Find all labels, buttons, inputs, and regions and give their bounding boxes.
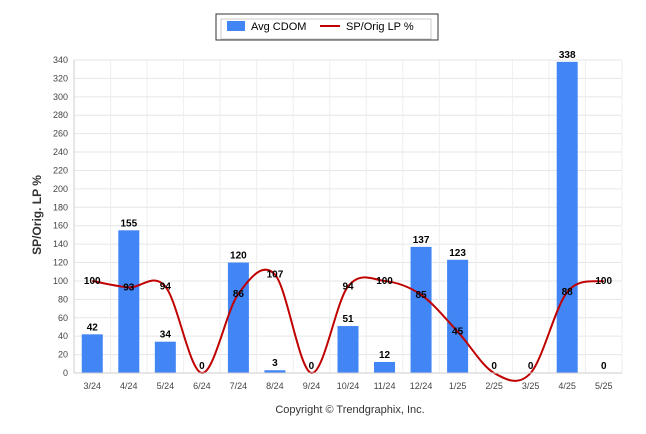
y-tick-label: 240 xyxy=(53,147,68,157)
bar-value-label: 0 xyxy=(491,361,497,372)
y-tick-label: 220 xyxy=(53,165,68,175)
bar xyxy=(118,230,140,373)
x-tick-label: 10/24 xyxy=(337,381,360,391)
line-path xyxy=(92,268,605,382)
bar xyxy=(81,334,103,373)
y-tick-label: 120 xyxy=(53,258,68,268)
legend: Avg CDOM SP/Orig LP % xyxy=(215,13,439,41)
bar xyxy=(264,370,286,373)
y-tick-label: 0 xyxy=(63,368,68,378)
x-tick-label: 3/25 xyxy=(522,381,540,391)
line-value-label: 94 xyxy=(342,281,354,292)
line-value-label: 85 xyxy=(416,290,428,301)
line-value-label: 88 xyxy=(562,287,574,298)
bar xyxy=(374,361,396,373)
legend-label-line: SP/Orig LP % xyxy=(346,21,414,33)
y-tick-label: 140 xyxy=(53,239,68,249)
legend-swatch-bar xyxy=(227,21,245,31)
line-value-label: 100 xyxy=(595,276,612,287)
grid xyxy=(73,59,623,374)
line-value-label: 107 xyxy=(267,269,284,280)
bar xyxy=(337,326,359,373)
y-tick-label: 320 xyxy=(53,73,68,83)
x-tick-label: 12/24 xyxy=(410,381,433,391)
x-tick-label: 5/24 xyxy=(157,381,175,391)
legend-label-bar: Avg CDOM xyxy=(251,21,306,33)
x-tick-label: 2/25 xyxy=(485,381,503,391)
y-tick-label: 40 xyxy=(58,331,68,341)
y-tick-label: 200 xyxy=(53,184,68,194)
y-tick-label: 260 xyxy=(53,129,68,139)
copyright: Copyright © Trendgraphix, Inc. xyxy=(275,404,424,416)
axes: 0204060801001201401601802002202402602803… xyxy=(53,55,622,391)
line-series xyxy=(92,268,605,382)
bars xyxy=(81,61,578,373)
bar-value-label: 34 xyxy=(160,330,172,341)
x-tick-label: 5/25 xyxy=(595,381,613,391)
data-labels: 42 155 34 0 120 3 0 51 12 137 123 0 0 338 0 100 93 94 86 10… xyxy=(84,50,613,372)
y-tick-label: 300 xyxy=(53,92,68,102)
y-tick-label: 100 xyxy=(53,276,68,286)
y-tick-label: 20 xyxy=(58,350,68,360)
bar-value-label: 3 xyxy=(272,358,278,369)
bar-value-label: 120 xyxy=(230,251,247,262)
x-tick-label: 7/24 xyxy=(230,381,248,391)
bar xyxy=(154,341,176,373)
bar-value-label: 123 xyxy=(449,248,466,259)
bar xyxy=(227,262,249,373)
line-value-label: 93 xyxy=(123,282,135,293)
x-tick-label: 8/24 xyxy=(266,381,284,391)
y-tick-label: 160 xyxy=(53,221,68,231)
y-tick-label: 340 xyxy=(53,55,68,65)
bar-value-label: 0 xyxy=(199,361,205,372)
line-value-label: 94 xyxy=(160,281,172,292)
y-tick-label: 280 xyxy=(53,110,68,120)
line-value-label: 45 xyxy=(452,327,464,338)
bar-value-label: 12 xyxy=(379,350,391,361)
bar-value-label: 155 xyxy=(120,218,137,229)
x-tick-label: 4/25 xyxy=(558,381,576,391)
line-value-label: 100 xyxy=(84,276,101,287)
y-tick-label: 60 xyxy=(58,313,68,323)
bar-value-label: 338 xyxy=(559,50,576,61)
bar-value-label: 0 xyxy=(309,361,315,372)
x-tick-label: 3/24 xyxy=(84,381,102,391)
legend-inner-border xyxy=(220,18,432,40)
bar-value-label: 51 xyxy=(342,314,354,325)
y-tick-label: 80 xyxy=(58,294,68,304)
bar xyxy=(447,259,469,373)
x-tick-label: 11/24 xyxy=(374,381,396,391)
bar-value-label: 42 xyxy=(87,322,99,333)
bar-value-label: 137 xyxy=(413,235,430,246)
x-tick-label: 6/24 xyxy=(193,381,211,391)
x-tick-label: 1/25 xyxy=(449,381,467,391)
bar-value-label: 0 xyxy=(601,361,607,372)
x-tick-label: 4/24 xyxy=(120,381,138,391)
line-value-label: 100 xyxy=(376,276,393,287)
bar-value-label: 0 xyxy=(528,361,534,372)
line-value-label: 86 xyxy=(233,289,245,300)
bar xyxy=(556,61,578,373)
y-tick-label: 180 xyxy=(53,202,68,212)
bar xyxy=(410,246,432,373)
y-axis-title: SP/Orig. LP % xyxy=(30,175,44,255)
x-tick-label: 9/24 xyxy=(303,381,321,391)
